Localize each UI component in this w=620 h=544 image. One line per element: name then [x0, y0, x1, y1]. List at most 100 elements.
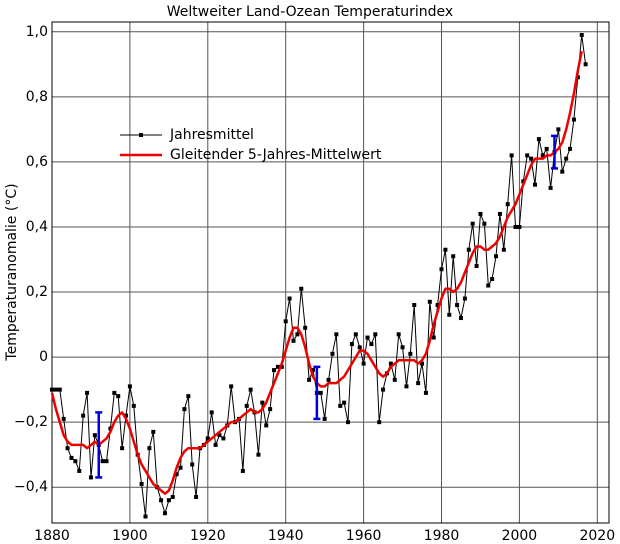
x-tick-label: 2000 — [502, 528, 538, 544]
data-point — [326, 377, 331, 382]
y-tick-label: 0,2 — [26, 284, 48, 300]
data-point — [423, 390, 428, 395]
data-point — [190, 462, 195, 467]
data-point — [85, 390, 90, 395]
data-point — [392, 377, 397, 382]
data-point — [217, 433, 222, 438]
data-point — [131, 403, 136, 408]
data-point — [65, 446, 70, 451]
data-point — [466, 247, 471, 252]
x-tick-label: 1880 — [34, 528, 70, 544]
data-point — [287, 296, 292, 301]
data-point — [361, 361, 366, 366]
y-tick-label: −0,2 — [14, 414, 48, 430]
data-point — [166, 498, 171, 503]
data-point — [532, 182, 537, 187]
y-tick-label: 0 — [39, 349, 48, 365]
data-point — [381, 387, 386, 392]
data-point — [57, 387, 62, 392]
data-point — [412, 303, 417, 308]
data-point — [240, 468, 245, 473]
x-tick-label: 1920 — [190, 528, 226, 544]
data-point — [272, 368, 277, 373]
data-point — [490, 277, 495, 282]
data-point — [127, 384, 132, 389]
data-point — [455, 303, 460, 308]
data-point — [342, 400, 347, 405]
error-bar — [550, 134, 558, 170]
data-point — [404, 384, 409, 389]
data-point — [396, 332, 401, 337]
y-axis-label: Temperaturanomalie (°C) — [4, 183, 20, 361]
data-point — [73, 459, 78, 464]
data-point — [318, 390, 323, 395]
data-point — [560, 169, 565, 174]
data-point — [435, 303, 440, 308]
data-point — [151, 429, 156, 434]
data-point — [548, 185, 553, 190]
y-tick-label: 0,6 — [26, 154, 48, 170]
data-point — [462, 296, 467, 301]
data-point — [116, 394, 121, 399]
data-point — [568, 146, 573, 151]
data-point — [494, 254, 499, 259]
data-point — [583, 62, 588, 67]
data-point — [143, 514, 148, 519]
data-point — [248, 387, 253, 392]
data-point — [186, 394, 191, 399]
data-point — [427, 299, 432, 304]
data-point — [357, 345, 362, 350]
data-point — [307, 377, 312, 382]
data-point — [77, 468, 82, 473]
data-point — [365, 335, 370, 340]
x-tick-label: 1900 — [112, 528, 148, 544]
data-point — [451, 254, 456, 259]
data-point — [408, 351, 413, 356]
data-point — [275, 364, 280, 369]
data-point — [50, 387, 54, 392]
data-point — [517, 224, 522, 229]
data-point — [264, 423, 269, 428]
data-point — [260, 400, 265, 405]
chart-title: Weltweiter Land-Ozean Temperaturindex — [167, 4, 453, 20]
data-point — [53, 387, 58, 392]
data-point — [486, 283, 491, 288]
data-point — [439, 267, 444, 272]
data-point — [310, 368, 315, 373]
y-tick-label: 0,8 — [26, 89, 48, 105]
error-bar — [95, 411, 103, 479]
data-point — [544, 146, 549, 151]
data-point — [388, 361, 393, 366]
data-point — [244, 403, 249, 408]
x-tick-label: 1960 — [346, 528, 382, 544]
error-bar — [313, 365, 321, 421]
y-tick-label: −0,4 — [14, 479, 48, 495]
data-point — [400, 345, 405, 350]
data-point — [221, 436, 226, 441]
y-tick-label: 1,0 — [26, 24, 48, 40]
data-point — [377, 420, 382, 425]
data-point — [291, 338, 296, 343]
data-point — [295, 332, 300, 337]
data-point — [369, 342, 374, 347]
data-point — [147, 446, 152, 451]
data-point — [61, 416, 66, 421]
data-point — [556, 127, 561, 132]
data-point — [497, 211, 502, 216]
data-point — [513, 224, 518, 229]
data-point — [69, 455, 74, 460]
data-point — [474, 263, 479, 268]
data-point — [124, 413, 129, 418]
data-point — [470, 221, 475, 226]
x-tick-label: 1980 — [424, 528, 460, 544]
x-tick-label: 1940 — [268, 528, 304, 544]
data-point — [268, 407, 273, 412]
data-point — [104, 459, 109, 464]
data-point — [283, 319, 288, 324]
data-point — [256, 452, 261, 457]
data-point — [505, 202, 510, 207]
data-point — [205, 436, 210, 441]
y-tick-label: 0,4 — [26, 219, 48, 235]
legend-label: Gleitender 5-Jahres-Mittelwert — [170, 147, 382, 163]
